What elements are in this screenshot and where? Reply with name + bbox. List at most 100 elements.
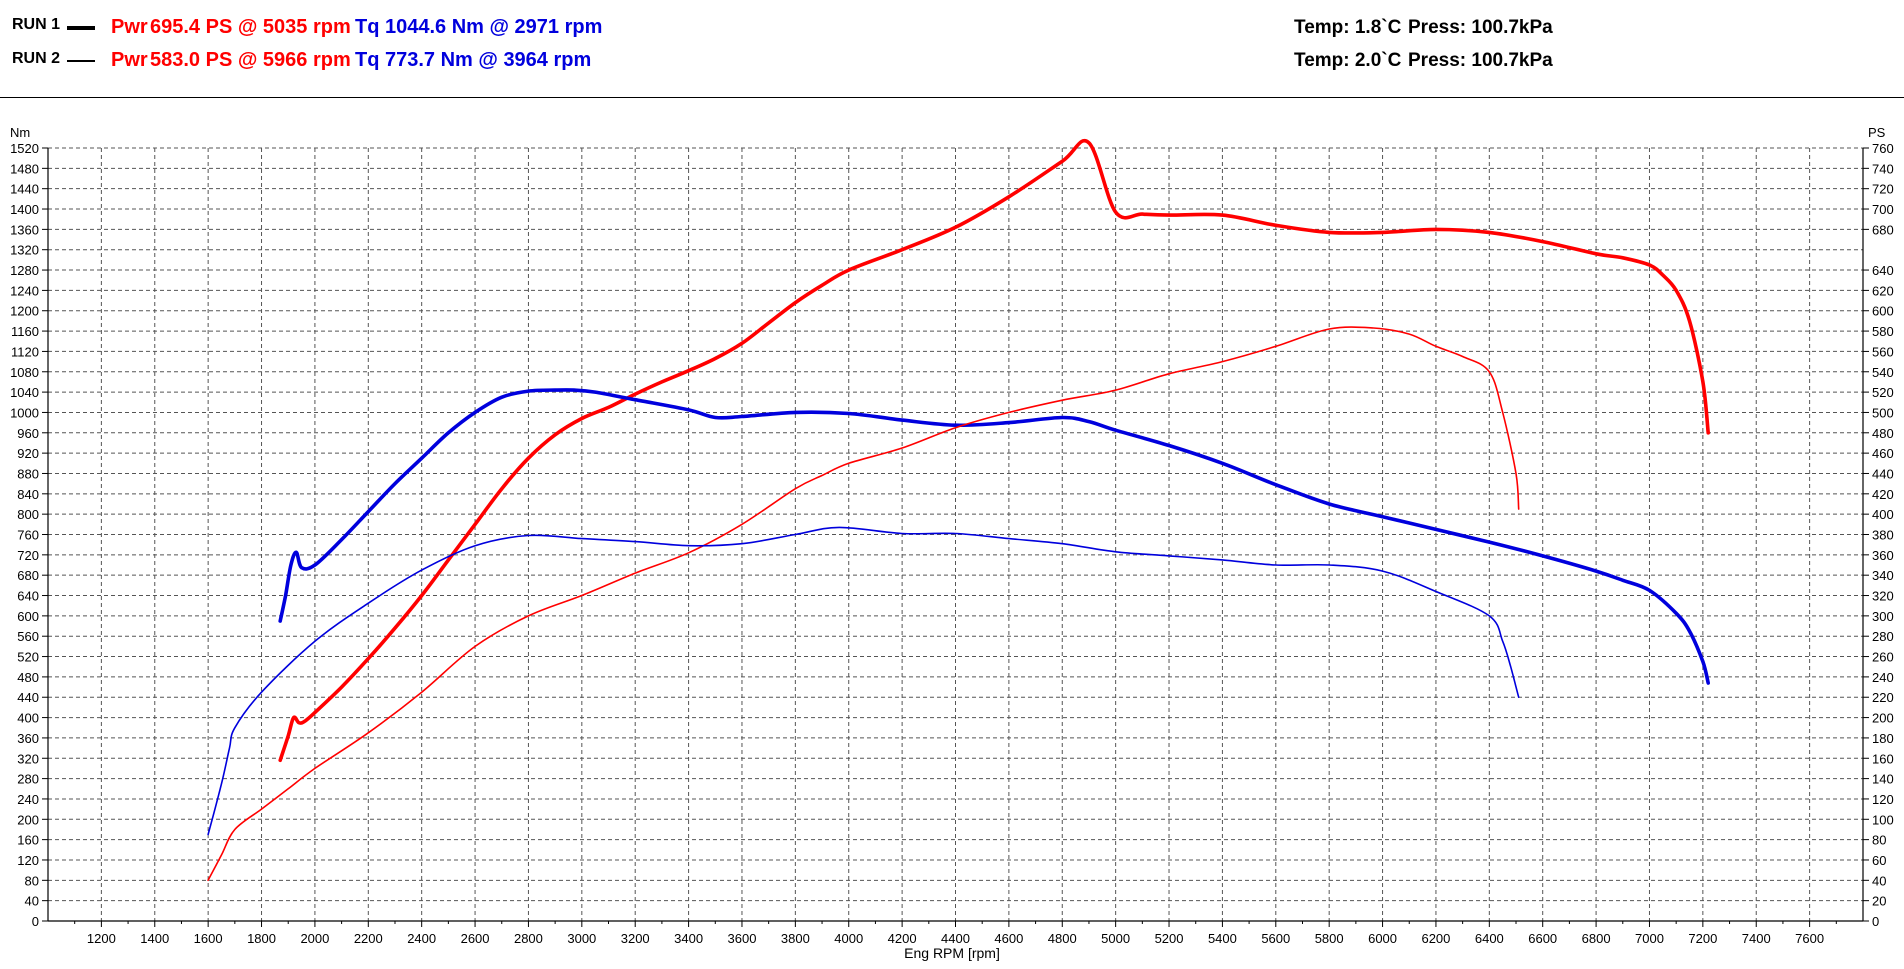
x-axis-label: Eng RPM [rpm] bbox=[904, 945, 1000, 961]
y-right-tick-label: 80 bbox=[1872, 833, 1886, 848]
x-tick-label: 2200 bbox=[354, 931, 383, 946]
x-tick-label: 1200 bbox=[87, 931, 116, 946]
y-right-tick-label: 0 bbox=[1872, 914, 1879, 929]
y-left-tick-label: 1000 bbox=[10, 405, 39, 420]
x-tick-label: 4800 bbox=[1048, 931, 1077, 946]
y-left-tick-label: 400 bbox=[17, 711, 39, 726]
y-left-tick-label: 680 bbox=[17, 568, 39, 583]
y-right-tick-label: 20 bbox=[1872, 894, 1886, 909]
y-right-tick-label: 540 bbox=[1872, 365, 1894, 380]
x-tick-label: 2400 bbox=[407, 931, 436, 946]
y-right-tick-label: 360 bbox=[1872, 548, 1894, 563]
y-left-tick-label: 560 bbox=[17, 629, 39, 644]
y-left-tick-label: 1400 bbox=[10, 202, 39, 217]
x-tick-label: 3800 bbox=[781, 931, 810, 946]
x-tick-label: 7400 bbox=[1742, 931, 1771, 946]
x-tick-label: 2600 bbox=[461, 931, 490, 946]
y-right-tick-label: 740 bbox=[1872, 161, 1894, 176]
y-left-tick-label: 1080 bbox=[10, 365, 39, 380]
x-tick-label: 7200 bbox=[1688, 931, 1717, 946]
y-left-tick-label: 840 bbox=[17, 487, 39, 502]
y-left-tick-label: 160 bbox=[17, 833, 39, 848]
x-tick-label: 4200 bbox=[888, 931, 917, 946]
y-left-tick-label: 640 bbox=[17, 589, 39, 604]
y-left-tick-label: 240 bbox=[17, 792, 39, 807]
y-left-tick-label: 1280 bbox=[10, 263, 39, 278]
x-tick-label: 5600 bbox=[1261, 931, 1290, 946]
y-left-tick-label: 280 bbox=[17, 772, 39, 787]
y-left-tick-label: 960 bbox=[17, 426, 39, 441]
y-right-tick-label: 560 bbox=[1872, 344, 1894, 359]
x-tick-label: 5400 bbox=[1208, 931, 1237, 946]
y-right-tick-label: 500 bbox=[1872, 405, 1894, 420]
y-right-tick-label: 480 bbox=[1872, 426, 1894, 441]
left-axis-unit: Nm bbox=[10, 125, 30, 140]
x-tick-label: 5200 bbox=[1155, 931, 1184, 946]
y-left-tick-label: 760 bbox=[17, 528, 39, 543]
y-right-tick-label: 340 bbox=[1872, 568, 1894, 583]
x-tick-label: 4000 bbox=[834, 931, 863, 946]
x-tick-label: 6600 bbox=[1528, 931, 1557, 946]
y-left-tick-label: 880 bbox=[17, 466, 39, 481]
right-axis-unit: PS bbox=[1868, 125, 1886, 140]
y-right-tick-label: 140 bbox=[1872, 772, 1894, 787]
x-tick-label: 7000 bbox=[1635, 931, 1664, 946]
x-tick-label: 2000 bbox=[300, 931, 329, 946]
y-right-tick-label: 180 bbox=[1872, 731, 1894, 746]
run2-power-value: 583.0 PS @ 5966 rpm bbox=[150, 49, 351, 71]
y-right-tick-label: 320 bbox=[1872, 589, 1894, 604]
x-tick-label: 3200 bbox=[621, 931, 650, 946]
y-left-tick-label: 1520 bbox=[10, 141, 39, 156]
y-left-tick-label: 920 bbox=[17, 446, 39, 461]
y-right-tick-label: 120 bbox=[1872, 792, 1894, 807]
x-tick-label: 4400 bbox=[941, 931, 970, 946]
y-left-tick-label: 120 bbox=[17, 853, 39, 868]
y-right-tick-label: 680 bbox=[1872, 222, 1894, 237]
y-right-tick-label: 440 bbox=[1872, 466, 1894, 481]
x-tick-label: 3400 bbox=[674, 931, 703, 946]
y-left-tick-label: 600 bbox=[17, 609, 39, 624]
y-left-tick-label: 1320 bbox=[10, 243, 39, 258]
x-tick-label: 1400 bbox=[140, 931, 169, 946]
y-right-tick-label: 240 bbox=[1872, 670, 1894, 685]
header-divider bbox=[0, 97, 1904, 98]
y-left-tick-label: 360 bbox=[17, 731, 39, 746]
run2-pressure: Press: 100.7kPa bbox=[1408, 50, 1553, 71]
run1-torque-line bbox=[278, 388, 1710, 685]
y-left-tick-label: 200 bbox=[17, 812, 39, 827]
y-right-tick-label: 380 bbox=[1872, 528, 1894, 543]
y-right-tick-label: 600 bbox=[1872, 304, 1894, 319]
x-tick-label: 6400 bbox=[1475, 931, 1504, 946]
run2-label: RUN 2 bbox=[12, 50, 61, 67]
run1-power-line bbox=[278, 139, 1710, 763]
y-left-tick-label: 480 bbox=[17, 670, 39, 685]
x-tick-label: 2800 bbox=[514, 931, 543, 946]
run1-label: RUN 1 bbox=[12, 16, 61, 33]
x-tick-label: 5800 bbox=[1315, 931, 1344, 946]
chart-grid bbox=[48, 147, 1863, 921]
y-left-tick-label: 520 bbox=[17, 650, 39, 665]
y-right-tick-label: 700 bbox=[1872, 202, 1894, 217]
y-left-tick-label: 1240 bbox=[10, 283, 39, 298]
y-right-tick-label: 620 bbox=[1872, 283, 1894, 298]
x-tick-label: 1600 bbox=[194, 931, 223, 946]
y-left-tick-label: 1440 bbox=[10, 182, 39, 197]
chart-series bbox=[207, 139, 1710, 882]
y-right-tick-label: 60 bbox=[1872, 853, 1886, 868]
run2-torque-value: Tq 773.7 Nm @ 3964 rpm bbox=[355, 49, 592, 71]
y-left-tick-label: 800 bbox=[17, 507, 39, 522]
x-tick-label: 3000 bbox=[567, 931, 596, 946]
run2-power-line bbox=[207, 326, 1520, 882]
y-left-tick-label: 1200 bbox=[10, 304, 39, 319]
x-tick-label: 5000 bbox=[1101, 931, 1130, 946]
x-tick-label: 3600 bbox=[728, 931, 757, 946]
run1-line-swatch bbox=[67, 26, 95, 30]
y-left-tick-label: 1160 bbox=[11, 324, 39, 339]
y-left-tick-label: 1480 bbox=[10, 161, 39, 176]
x-tick-label: 6000 bbox=[1368, 931, 1397, 946]
run1-torque-value: Tq 1044.6 Nm @ 2971 rpm bbox=[355, 16, 603, 38]
chart-axes: 1200 1400 1600 1800 2000 2200 2400 2600 2800 3000… bbox=[10, 141, 1894, 946]
run2-temperature: Temp: 2.0`C bbox=[1294, 50, 1402, 71]
x-tick-label: 1800 bbox=[247, 931, 276, 946]
